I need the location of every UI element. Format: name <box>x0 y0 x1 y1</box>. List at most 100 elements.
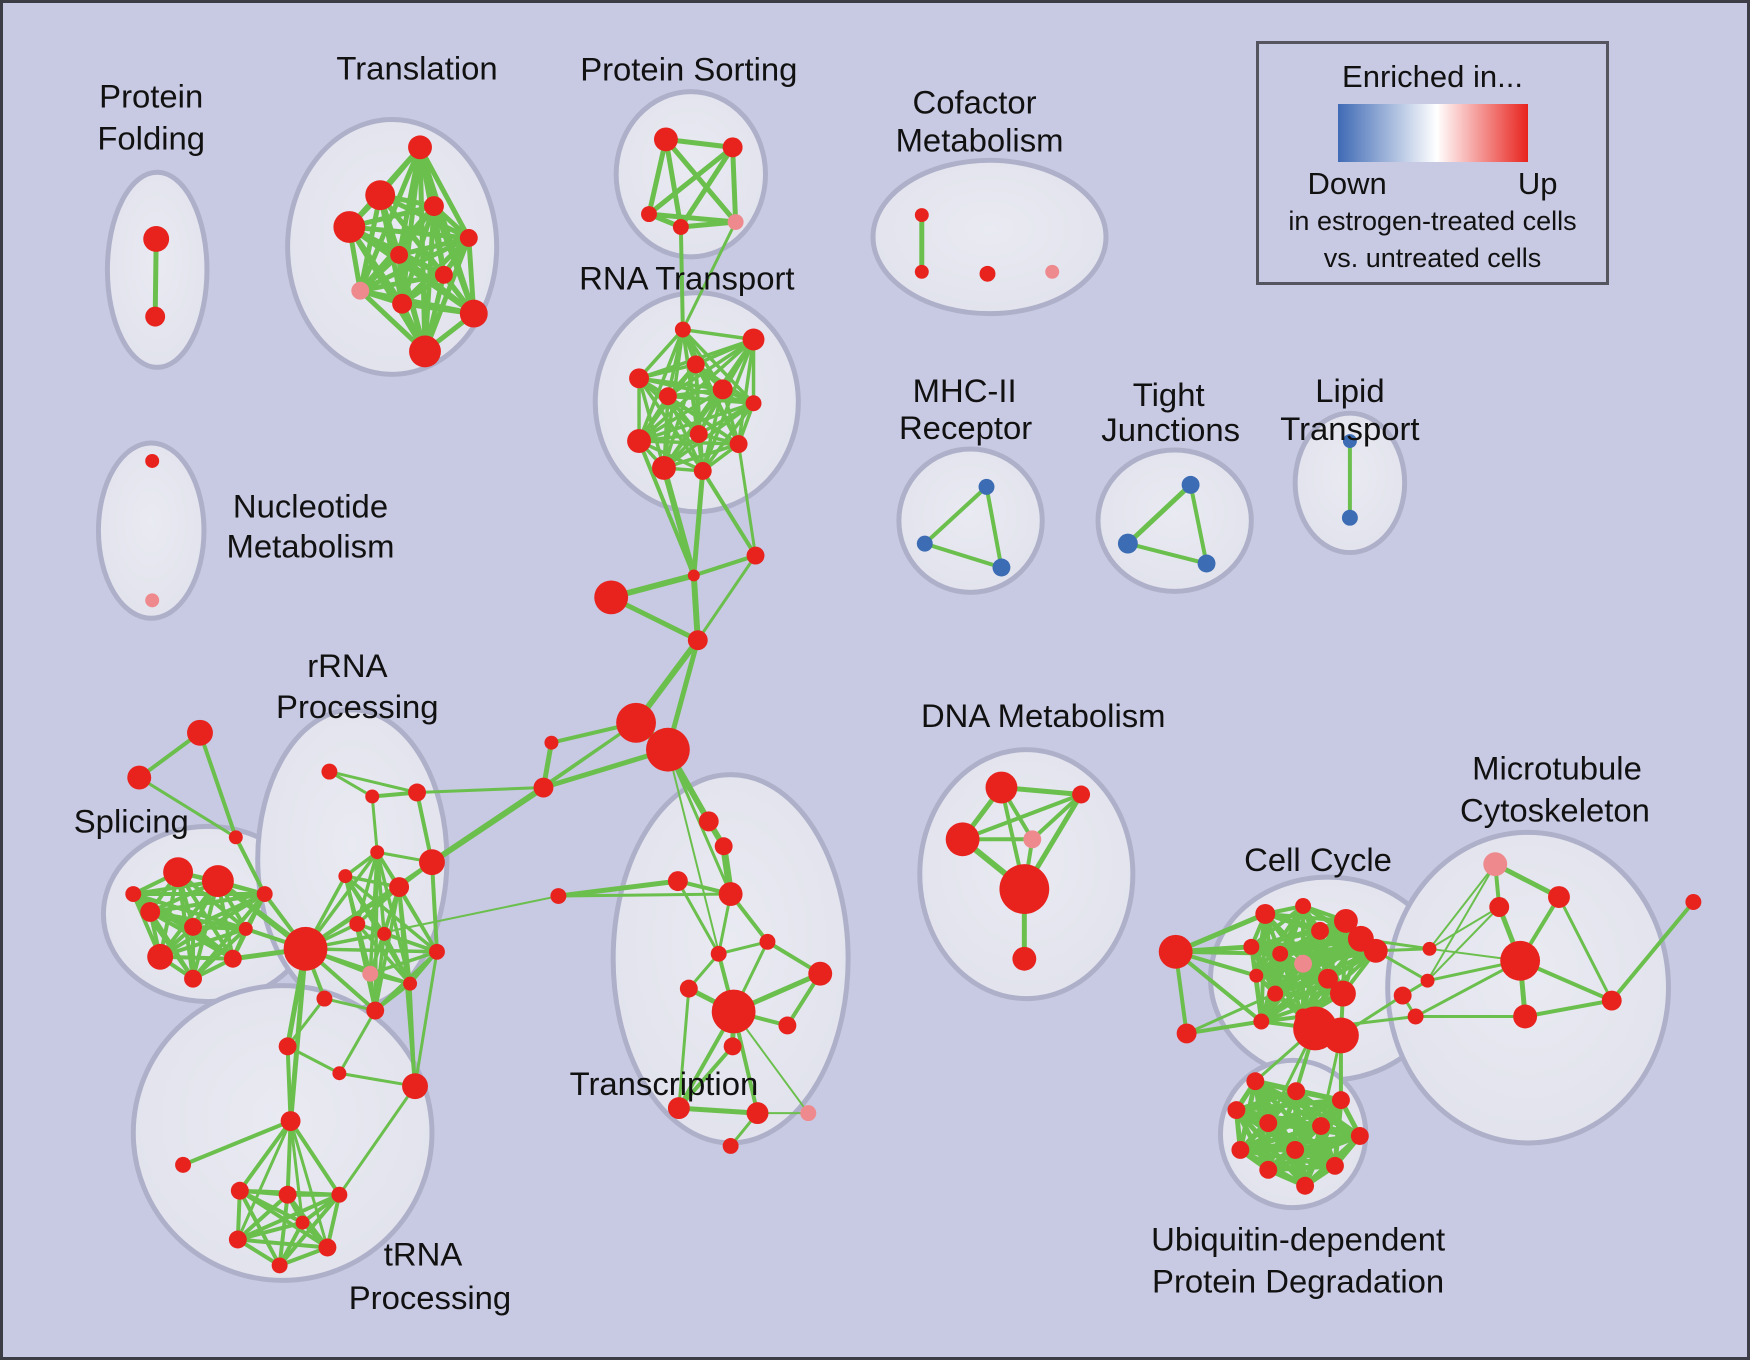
network-node-T10[interactable] <box>459 299 488 328</box>
network-node-X14[interactable] <box>800 1105 817 1122</box>
network-node-K15[interactable] <box>1267 985 1284 1002</box>
network-node-TN1[interactable] <box>280 1111 301 1132</box>
network-node-TN8[interactable] <box>271 1257 288 1274</box>
network-node-RR2[interactable] <box>365 789 380 804</box>
network-node-U1[interactable] <box>1246 1072 1265 1091</box>
network-node-U4[interactable] <box>1227 1101 1246 1120</box>
network-node-U11[interactable] <box>1326 1156 1344 1175</box>
network-node-TN2[interactable] <box>175 1156 192 1173</box>
network-node-X12[interactable] <box>667 1097 690 1120</box>
network-node-T11[interactable] <box>409 335 441 368</box>
network-node-R11[interactable] <box>651 455 676 480</box>
network-node-K6[interactable] <box>1311 921 1329 940</box>
network-node-M2[interactable] <box>916 535 933 552</box>
network-node-X5[interactable] <box>710 945 727 962</box>
network-node-D6[interactable] <box>1012 946 1037 971</box>
network-node-RR12[interactable] <box>428 943 445 960</box>
network-node-K4[interactable] <box>1295 898 1312 914</box>
network-node-MT2[interactable] <box>1548 886 1570 908</box>
network-node-TN11[interactable] <box>332 1066 347 1081</box>
network-node-MT4[interactable] <box>1500 940 1541 981</box>
network-node-RR11[interactable] <box>403 976 418 991</box>
network-node-U12[interactable] <box>1296 1176 1315 1195</box>
network-node-H1[interactable] <box>687 569 700 582</box>
network-node-T7[interactable] <box>434 265 453 284</box>
network-node-PS5[interactable] <box>727 214 744 230</box>
network-node-K22[interactable] <box>1420 973 1435 988</box>
network-node-R10[interactable] <box>729 435 748 454</box>
network-node-X6[interactable] <box>759 933 776 950</box>
network-node-M3[interactable] <box>992 558 1011 577</box>
network-node-T3[interactable] <box>333 211 366 243</box>
network-node-T9[interactable] <box>392 293 413 314</box>
network-node-T1[interactable] <box>408 135 432 160</box>
network-node-TJ2[interactable] <box>1117 533 1138 554</box>
network-node-T4[interactable] <box>423 196 444 217</box>
network-node-R4[interactable] <box>686 355 705 374</box>
network-node-TN5[interactable] <box>331 1186 348 1203</box>
network-node-S8[interactable] <box>256 886 273 903</box>
network-node-CM3[interactable] <box>979 265 996 282</box>
network-node-K16[interactable] <box>1253 1013 1270 1030</box>
network-node-TN4[interactable] <box>278 1185 297 1204</box>
network-node-B2[interactable] <box>646 727 690 772</box>
network-node-C2[interactable] <box>533 777 554 798</box>
network-node-K11[interactable] <box>1318 968 1338 989</box>
network-node-X13[interactable] <box>746 1102 769 1125</box>
network-node-U6[interactable] <box>1312 1117 1330 1135</box>
network-node-K9[interactable] <box>1272 945 1289 962</box>
network-node-R5[interactable] <box>712 379 733 400</box>
network-node-RR4[interactable] <box>370 845 385 860</box>
network-node-K12[interactable] <box>1329 980 1356 1007</box>
network-node-K19[interactable] <box>1323 1017 1359 1054</box>
network-node-R12[interactable] <box>693 461 712 480</box>
network-node-TJ3[interactable] <box>1197 554 1216 573</box>
network-node-U8[interactable] <box>1231 1140 1250 1159</box>
network-node-H4[interactable] <box>687 630 708 651</box>
network-node-TN6[interactable] <box>228 1230 247 1249</box>
network-node-PS4[interactable] <box>672 219 689 235</box>
network-node-T6[interactable] <box>390 245 409 264</box>
network-node-RRHUB[interactable] <box>283 926 328 971</box>
network-node-R8[interactable] <box>689 425 708 444</box>
network-node-X10[interactable] <box>778 1016 797 1035</box>
network-node-U3[interactable] <box>1331 1091 1350 1110</box>
network-node-L1[interactable] <box>1342 434 1357 449</box>
network-node-S10[interactable] <box>238 921 253 936</box>
network-node-K3[interactable] <box>1255 904 1276 924</box>
network-node-RR10[interactable] <box>362 965 379 982</box>
network-node-D5[interactable] <box>999 864 1050 914</box>
network-node-R6[interactable] <box>658 387 677 406</box>
network-node-TN12[interactable] <box>402 1073 428 1100</box>
network-node-T5[interactable] <box>459 228 478 247</box>
network-node-X11[interactable] <box>723 1037 742 1056</box>
network-node-TN10[interactable] <box>278 1037 297 1056</box>
network-node-U2[interactable] <box>1287 1082 1306 1101</box>
network-node-U7[interactable] <box>1350 1127 1369 1145</box>
network-node-D2[interactable] <box>1072 785 1091 804</box>
network-node-RR6[interactable] <box>389 877 410 898</box>
network-node-N2[interactable] <box>145 593 160 608</box>
network-node-S4[interactable] <box>184 917 202 936</box>
network-node-T8[interactable] <box>351 281 370 300</box>
network-node-X3[interactable] <box>667 871 688 892</box>
network-node-X15[interactable] <box>722 1137 739 1154</box>
network-node-K10[interactable] <box>1294 954 1313 973</box>
network-node-R9[interactable] <box>627 429 651 454</box>
network-node-X7[interactable] <box>679 979 698 998</box>
network-node-CM4[interactable] <box>1045 264 1060 279</box>
network-node-L2[interactable] <box>1341 509 1358 526</box>
network-node-PS3[interactable] <box>641 206 657 223</box>
network-node-PF2[interactable] <box>145 306 166 327</box>
network-node-S6[interactable] <box>184 969 202 988</box>
network-node-U10[interactable] <box>1259 1160 1278 1179</box>
network-node-PS1[interactable] <box>653 127 678 152</box>
network-node-R3[interactable] <box>629 368 650 389</box>
network-node-CM1[interactable] <box>914 208 929 223</box>
network-node-N1[interactable] <box>145 454 160 468</box>
network-node-K5[interactable] <box>1333 908 1358 933</box>
network-node-TR2[interactable] <box>127 765 152 790</box>
network-node-H2[interactable] <box>746 546 765 565</box>
network-node-TN3[interactable] <box>230 1181 249 1200</box>
network-node-T2[interactable] <box>365 180 396 211</box>
